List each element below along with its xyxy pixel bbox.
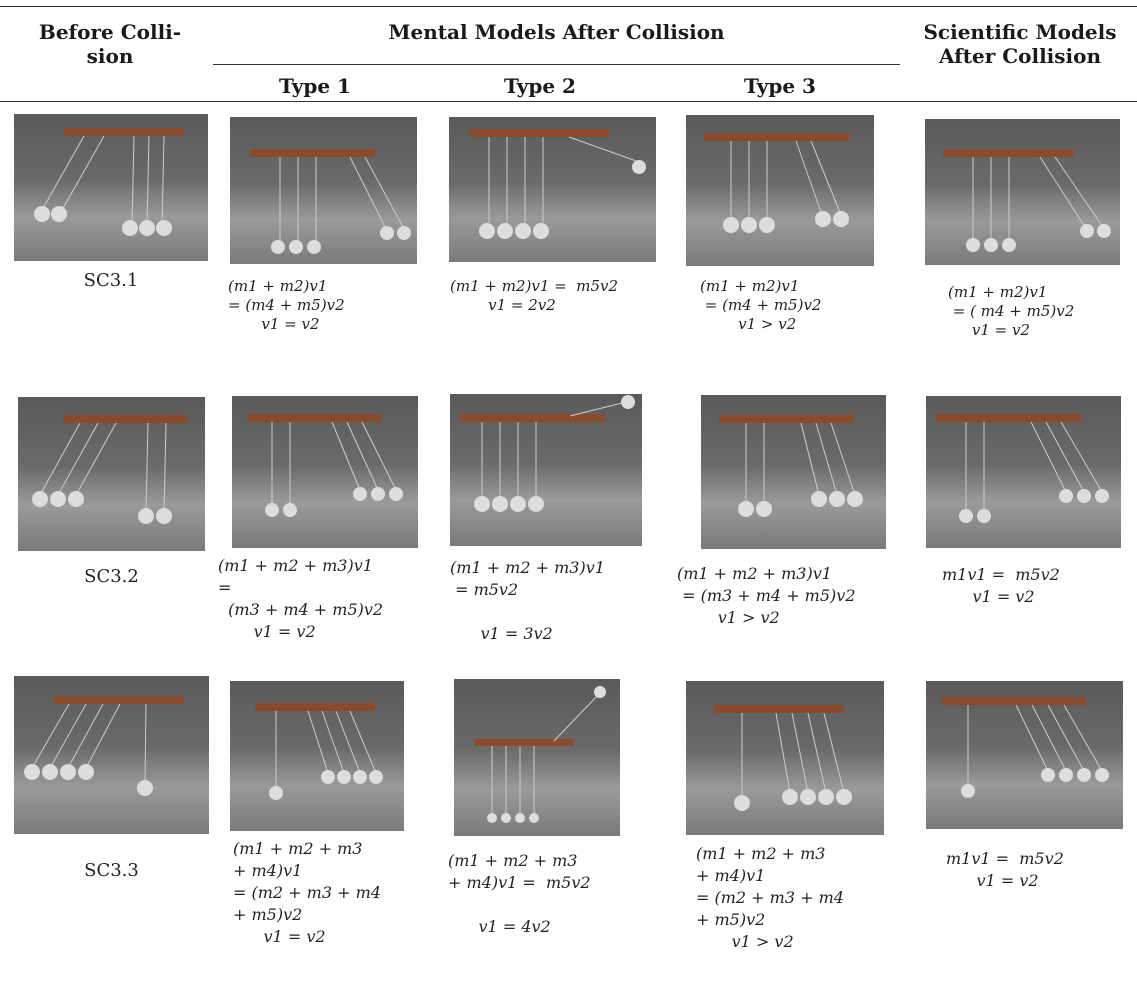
mental-models-rule <box>213 64 900 65</box>
header-mental-models: Mental Models After Collision <box>388 20 725 44</box>
cradle-image-sc3-1-type2 <box>449 117 656 262</box>
equation-sc3-1-scientific: (m1 + m2)v1 = ( m4 + m5)v2 v1 = v2 <box>948 283 1075 339</box>
equation-sc3-1-type2: (m1 + m2)v1 = m5v2 v1 = 2v2 <box>450 277 619 314</box>
equation-sc3-3-type1: (m1 + m2 + m3 + m4)v1 = (m2 + m3 + m4 + … <box>233 839 381 946</box>
header-bottom-rule <box>0 101 1137 102</box>
cradle-image-sc3-1-type1 <box>230 117 417 264</box>
header-scientific-models: Scientific Models After Collision <box>923 20 1117 68</box>
top-rule <box>0 6 1137 7</box>
row-label-sc3-2: SC3.2 <box>84 566 139 587</box>
cradle-image-sc3-3-type3 <box>686 681 884 835</box>
cradle-image-sc3-1-type3 <box>686 115 874 266</box>
cradle-image-sc3-2-scientific <box>926 396 1121 548</box>
equation-sc3-1-type3: (m1 + m2)v1 = (m4 + m5)v2 v1 > v2 <box>700 277 822 333</box>
header-type-1: Type 1 <box>279 74 351 98</box>
cradle-image-sc3-3-scientific <box>926 681 1123 829</box>
cradle-image-sc3-1-scientific <box>925 119 1120 265</box>
cradle-image-sc3-2-type1 <box>232 396 418 548</box>
row-label-sc3-3: SC3.3 <box>84 860 139 881</box>
cradle-image-sc3-1-before <box>14 114 208 261</box>
equation-sc3-2-type2: (m1 + m2 + m3)v1 = m5v2 v1 = 3v2 <box>450 558 605 643</box>
equation-sc3-2-type1: (m1 + m2 + m3)v1 = (m3 + m4 + m5)v2 v1 =… <box>218 556 384 641</box>
cradle-image-sc3-3-type1 <box>230 681 404 831</box>
header-before-collision: Before Colli- sion <box>38 20 182 68</box>
header-type-2: Type 2 <box>504 74 576 98</box>
header-type-3: Type 3 <box>744 74 816 98</box>
equation-sc3-3-scientific: m1v1 = m5v2 v1 = v2 <box>946 849 1064 890</box>
cradle-image-sc3-3-before <box>14 676 209 834</box>
equation-sc3-2-scientific: m1v1 = m5v2 v1 = v2 <box>942 565 1060 606</box>
equation-sc3-2-type3: (m1 + m2 + m3)v1 = (m3 + m4 + m5)v2 v1 >… <box>677 564 856 627</box>
equation-sc3-1-type1: (m1 + m2)v1 = (m4 + m5)v2 v1 = v2 <box>228 277 345 333</box>
cradle-image-sc3-2-type2 <box>450 394 642 546</box>
cradle-image-sc3-3-type2 <box>454 679 620 836</box>
equation-sc3-3-type3: (m1 + m2 + m3 + m4)v1 = (m2 + m3 + m4 + … <box>696 844 844 951</box>
row-label-sc3-1: SC3.1 <box>83 270 139 291</box>
cradle-image-sc3-2-before <box>18 397 205 551</box>
equation-sc3-3-type2: (m1 + m2 + m3 + m4)v1 = m5v2 v1 = 4v2 <box>448 851 591 936</box>
cradle-image-sc3-2-type3 <box>701 395 886 549</box>
